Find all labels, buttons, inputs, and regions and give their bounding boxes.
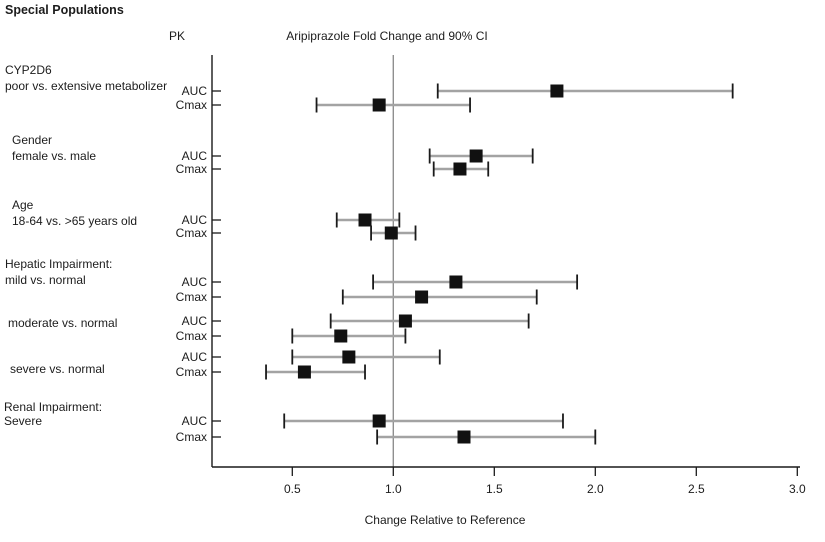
pk-row-label: AUC — [182, 149, 208, 163]
group-label-line: CYP2D6 — [5, 63, 52, 77]
estimate-marker — [334, 329, 348, 343]
x-tick-label: 2.0 — [587, 482, 604, 496]
group-label-line: female vs. male — [12, 149, 96, 163]
pk-row-label: Cmax — [176, 98, 207, 112]
pk-row-label: AUC — [182, 414, 208, 428]
ci-column-header: Aripiprazole Fold Change and 90% CI — [286, 29, 487, 43]
x-tick-label: 1.5 — [486, 482, 503, 496]
group-label-line: moderate vs. normal — [8, 316, 117, 330]
group-label-line: Renal Impairment: — [4, 400, 102, 414]
estimate-marker — [342, 350, 356, 364]
pk-row-label: AUC — [182, 213, 208, 227]
group-label-line: 18-64 vs. >65 years old — [12, 214, 137, 228]
pk-row-label: Cmax — [176, 226, 207, 240]
pk-row-label: Cmax — [176, 430, 207, 444]
group-label-line: poor vs. extensive metabolizer — [5, 79, 167, 93]
x-tick-label: 0.5 — [284, 482, 301, 496]
pk-row-label: Cmax — [176, 365, 207, 379]
estimate-marker — [372, 98, 386, 112]
estimate-marker — [550, 84, 564, 98]
group-label-line: Age — [12, 198, 34, 212]
estimate-marker — [398, 314, 412, 328]
pk-row-label: Cmax — [176, 290, 207, 304]
pk-row-label: AUC — [182, 275, 208, 289]
estimate-marker — [457, 430, 471, 444]
pk-column-header: PK — [169, 29, 185, 43]
estimate-marker — [469, 149, 483, 163]
estimate-marker — [372, 414, 386, 428]
estimate-marker — [453, 162, 467, 176]
estimate-marker — [297, 365, 311, 379]
estimate-marker — [415, 290, 429, 304]
x-axis-label: Change Relative to Reference — [365, 513, 526, 527]
chart-title: Special Populations — [5, 3, 124, 17]
estimate-marker — [449, 275, 463, 289]
pk-row-label: AUC — [182, 84, 208, 98]
x-tick-label: 2.5 — [688, 482, 705, 496]
pk-row-label: Cmax — [176, 162, 207, 176]
group-label-line: Hepatic Impairment: — [5, 257, 112, 271]
x-tick-label: 3.0 — [789, 482, 806, 496]
group-label-line: mild vs. normal — [5, 273, 86, 287]
pk-row-label: AUC — [182, 350, 208, 364]
estimate-marker — [358, 213, 372, 227]
estimate-marker — [384, 226, 398, 240]
x-tick-label: 1.0 — [385, 482, 402, 496]
group-label-line: Severe — [4, 414, 42, 428]
pk-row-label: AUC — [182, 314, 208, 328]
pk-row-label: Cmax — [176, 329, 207, 343]
plot-layer: 0.5 1.0 1.5 2.0 2.5 3.0 CYP2D6 poor vs. extensi… — [4, 55, 806, 496]
group-label-line: Gender — [12, 133, 52, 147]
group-label-line: severe vs. normal — [10, 362, 105, 376]
